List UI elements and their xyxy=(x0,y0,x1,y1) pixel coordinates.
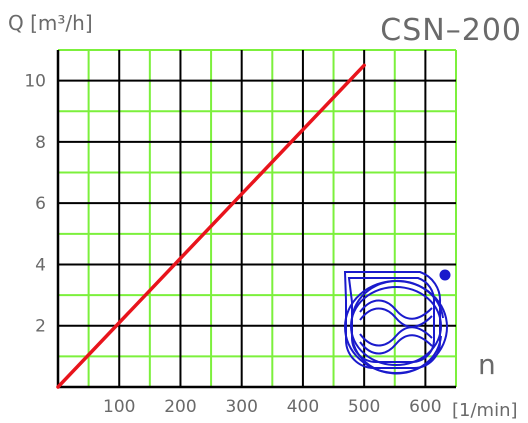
x-tick-label: 200 xyxy=(164,397,196,417)
chart-title: CSN–200 xyxy=(380,13,522,48)
pump-rotor-schematic-icon xyxy=(343,269,451,375)
y-axis-label: Q [m³/h] xyxy=(8,11,93,35)
minor-grid xyxy=(58,49,457,387)
x-tick-label: 500 xyxy=(348,397,380,417)
y-tick-label: 10 xyxy=(24,72,46,92)
y-tick-label: 4 xyxy=(35,255,46,275)
x-tick-label: 400 xyxy=(287,397,319,417)
x-tick-label: 600 xyxy=(409,397,441,417)
y-tick-label: 6 xyxy=(35,194,46,214)
x-tick-label: 300 xyxy=(225,397,257,417)
tick-labels-group: 100 200 300 400 500 600 2 4 6 8 10 xyxy=(24,72,441,417)
y-tick-label: 8 xyxy=(35,133,46,153)
major-grid xyxy=(56,50,456,389)
x-axis-symbol: n xyxy=(478,348,496,381)
data-series-group xyxy=(56,63,366,389)
y-tick-label: 2 xyxy=(35,317,46,337)
data-series-line-0 xyxy=(56,63,366,389)
x-tick-label: 100 xyxy=(103,397,135,417)
x-axis-unit: [1/min] xyxy=(452,400,518,421)
